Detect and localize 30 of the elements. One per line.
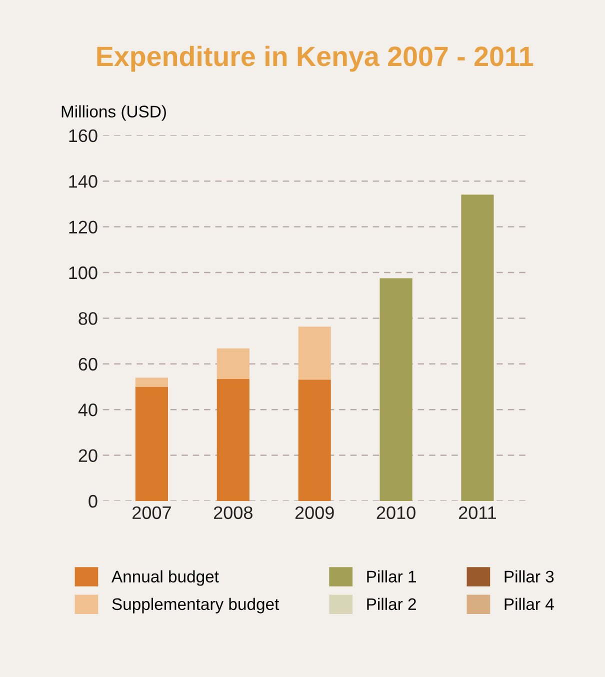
y-tick-label: 100 xyxy=(69,266,98,280)
bar xyxy=(298,380,331,501)
legend-label: Pillar 2 xyxy=(367,598,416,610)
bar xyxy=(298,326,331,380)
y-tick-label: 60 xyxy=(78,358,98,371)
legend-label: Supplementary budget xyxy=(112,598,280,614)
x-tick-label: 2011 xyxy=(458,506,496,520)
bar xyxy=(135,378,168,387)
x-tick-label: 2007 xyxy=(132,506,171,520)
y-tick-label: 120 xyxy=(69,220,98,234)
bar xyxy=(380,278,412,501)
y-tick-label: 160 xyxy=(69,129,98,142)
chart-title: Expenditure in Kenya 2007 - 2011 xyxy=(97,46,534,72)
bar xyxy=(135,386,168,501)
legend-label: Pillar 4 xyxy=(504,598,554,610)
legend-label: Pillar 3 xyxy=(504,570,554,582)
y-tick-label: 80 xyxy=(78,312,98,325)
x-tick-label: 2009 xyxy=(295,506,334,520)
x-tick-label: 2010 xyxy=(376,506,416,520)
y-axis-title: Millions (USD) xyxy=(62,105,166,121)
bar xyxy=(216,378,250,501)
legend-label: Annual budget xyxy=(112,570,219,586)
y-tick-label: 40 xyxy=(78,404,98,416)
x-tick-label: 2008 xyxy=(214,506,252,520)
y-tick-label: 20 xyxy=(78,449,98,462)
bar xyxy=(461,194,494,501)
y-tick-label: 0 xyxy=(88,494,98,508)
bar xyxy=(216,348,250,379)
y-tick-label: 140 xyxy=(69,175,98,188)
legend-label: Pillar 1 xyxy=(367,570,416,582)
